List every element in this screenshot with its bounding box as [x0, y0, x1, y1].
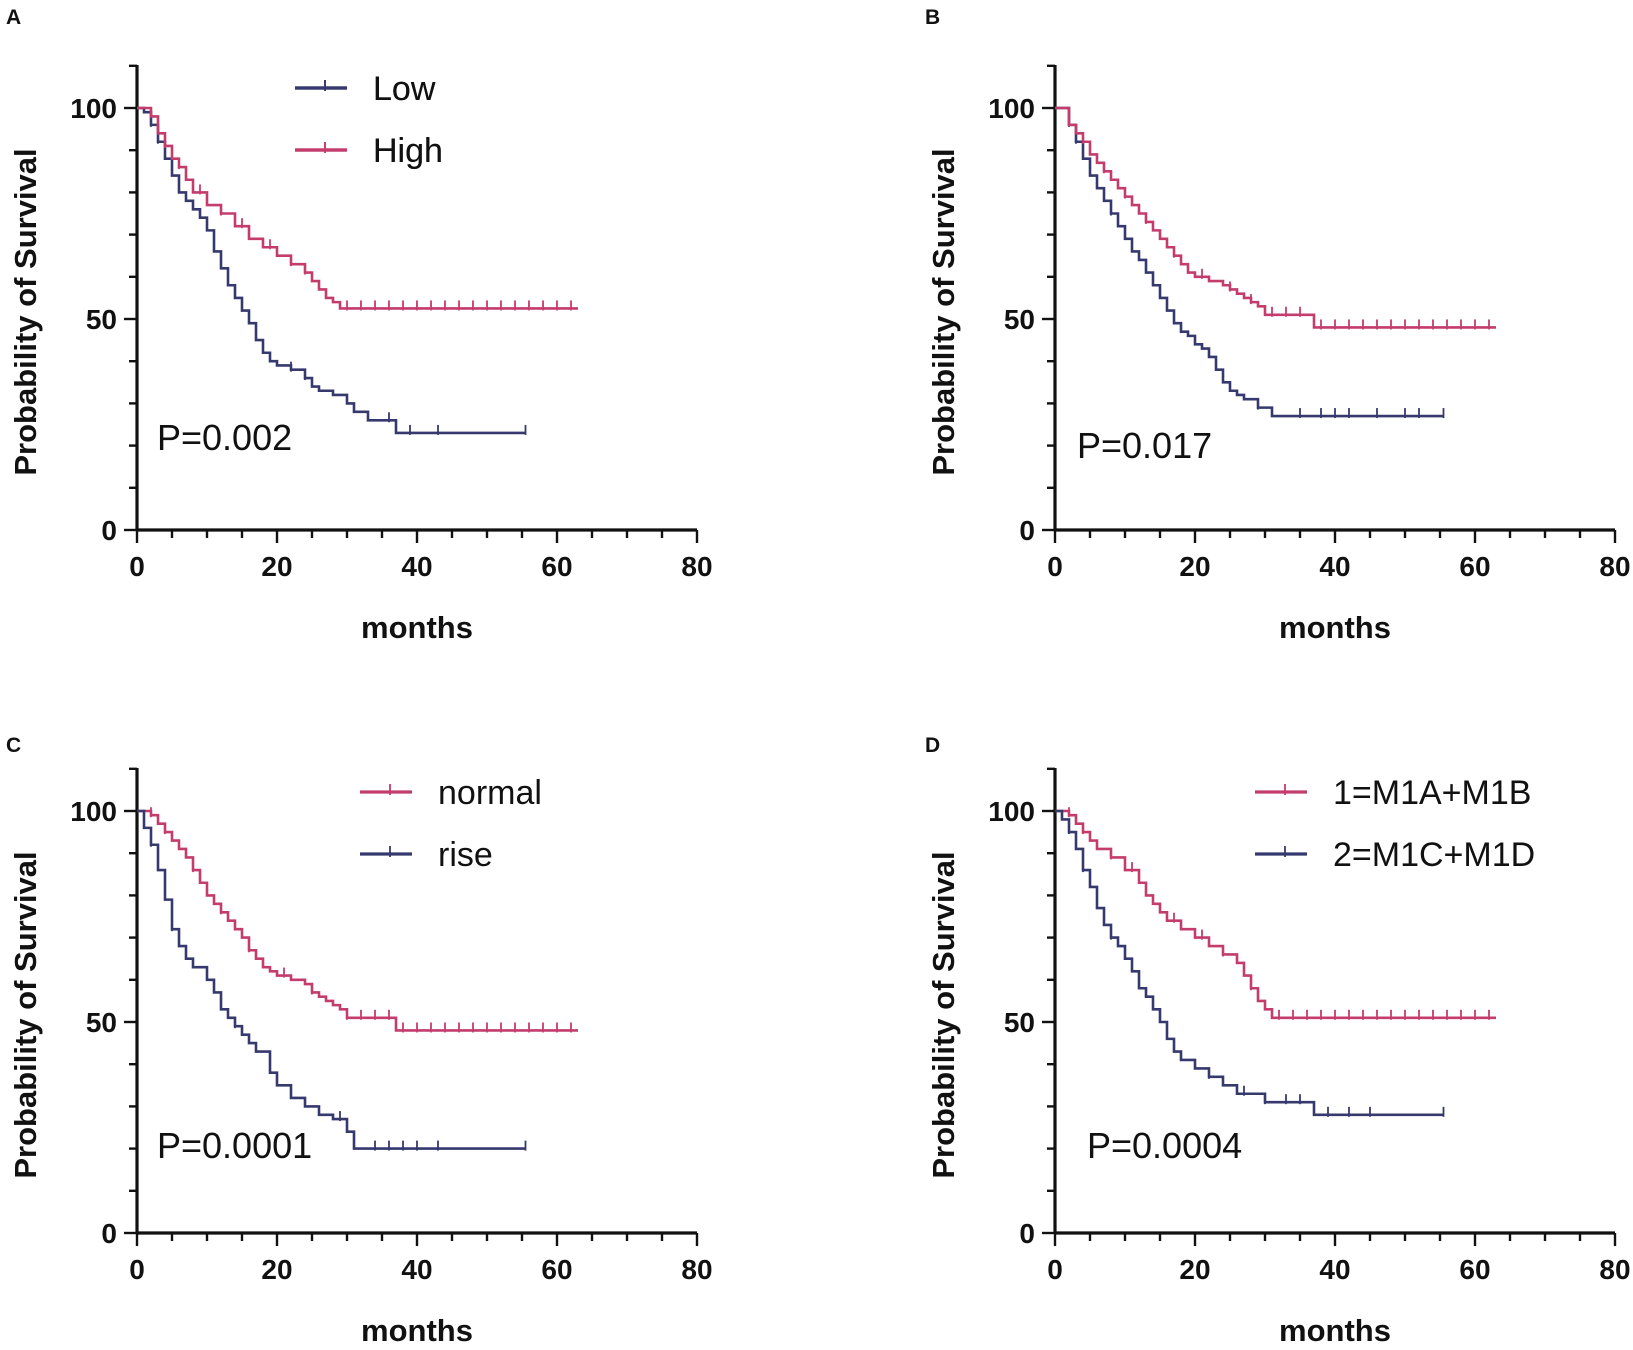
legend-label: normal	[438, 774, 542, 812]
x-tick-label: 40	[401, 551, 432, 582]
x-tick-label: 80	[1599, 1254, 1630, 1285]
x-tick-label: 20	[1179, 1254, 1210, 1285]
legend-label: rise	[438, 836, 493, 874]
x-tick-label: 80	[1599, 551, 1630, 582]
y-axis-title: Probability of Survival	[8, 148, 43, 475]
x-tick-label: 80	[681, 1254, 712, 1285]
x-tick-label: 0	[1047, 1254, 1063, 1285]
p-value-annotation: P=0.0004	[1087, 1125, 1242, 1166]
x-tick-label: 80	[681, 551, 712, 582]
panel-label: D	[925, 734, 940, 757]
y-axis-title: Probability of Survival	[8, 851, 43, 1178]
y-tick-label: 0	[101, 1218, 117, 1249]
legend-label: 1=M1A+M1B	[1333, 774, 1531, 812]
x-axis-title: months	[361, 610, 473, 645]
panel-label: B	[925, 6, 940, 29]
panel-label: C	[6, 734, 21, 757]
x-tick-label: 60	[541, 551, 572, 582]
y-axis-title: Probability of Survival	[926, 148, 961, 475]
y-tick-label: 100	[70, 93, 117, 124]
panel-c: C 0 20 40 60 80 0 50 100 months Probability of Sur…	[6, 734, 713, 1348]
legend-label: High	[373, 132, 443, 170]
p-value-annotation: P=0.0001	[157, 1125, 312, 1166]
panel-a: A 0 20 40 60 80 0 50 100 months Probability of Sur…	[6, 6, 713, 645]
survival-curve-rise	[137, 809, 526, 1150]
x-tick-label: 0	[129, 1254, 145, 1285]
x-tick-label: 60	[541, 1254, 572, 1285]
x-axis-title: months	[361, 1313, 473, 1348]
x-tick-label: 20	[261, 1254, 292, 1285]
y-tick-label: 50	[1004, 304, 1035, 335]
panel-b: B 0 20 40 60 80 0 50 100 months Probability of Sur…	[295, 6, 1631, 645]
p-value-annotation: P=0.002	[157, 417, 292, 458]
y-tick-label: 100	[70, 796, 117, 827]
x-tick-label: 0	[129, 551, 145, 582]
survival-curve-low	[1055, 106, 1444, 418]
x-tick-label: 40	[401, 1254, 432, 1285]
survival-curve-low	[137, 106, 526, 435]
x-axis-title: months	[1279, 1313, 1391, 1348]
survival-curve-high	[1055, 106, 1496, 329]
y-tick-label: 100	[988, 796, 1035, 827]
y-axis-title: Probability of Survival	[926, 851, 961, 1178]
legend-label: Low	[373, 70, 436, 108]
x-tick-label: 40	[1319, 551, 1350, 582]
x-tick-label: 20	[1179, 551, 1210, 582]
survival-curve-normal	[137, 809, 578, 1032]
panel-d: D 0 20 40 60 80 0 50 100 months Probability of Sur…	[925, 734, 1631, 1348]
y-tick-label: 100	[988, 93, 1035, 124]
x-tick-label: 0	[1047, 551, 1063, 582]
y-tick-label: 50	[1004, 1007, 1035, 1038]
legend-label: Low	[373, 70, 436, 108]
x-tick-label: 60	[1459, 551, 1490, 582]
survival-curve-2-m1c-m1d	[1055, 809, 1444, 1117]
y-tick-label: 0	[1019, 515, 1035, 546]
x-tick-label: 60	[1459, 1254, 1490, 1285]
y-tick-label: 0	[1019, 1218, 1035, 1249]
legend-label: High	[373, 132, 443, 170]
x-axis-title: months	[1279, 610, 1391, 645]
y-tick-label: 50	[86, 1007, 117, 1038]
panel-label: A	[6, 6, 21, 29]
x-tick-label: 20	[261, 551, 292, 582]
y-tick-label: 0	[101, 515, 117, 546]
y-tick-label: 50	[86, 304, 117, 335]
legend-label: 2=M1C+M1D	[1333, 836, 1535, 874]
p-value-annotation: P=0.017	[1077, 425, 1212, 466]
x-tick-label: 40	[1319, 1254, 1350, 1285]
survival-curve-high	[137, 106, 578, 310]
